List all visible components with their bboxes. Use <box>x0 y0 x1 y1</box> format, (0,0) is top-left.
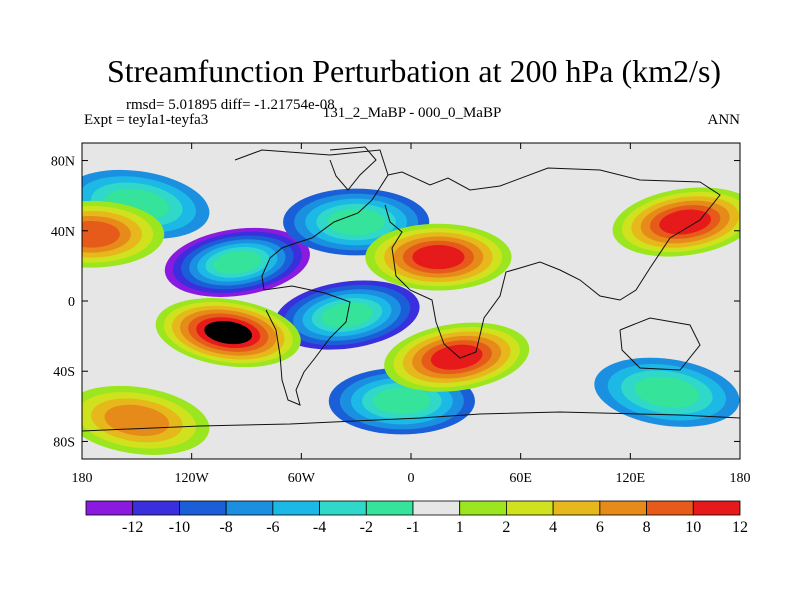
colorbar-label: 2 <box>502 519 510 536</box>
colorbar: -12 -10 -8 -6 -4 -2 -1 1 2 4 6 8 10 12 <box>85 500 748 536</box>
colorbar-label: -2 <box>360 519 373 536</box>
season-label: ANN <box>708 112 741 128</box>
colorbar-label: -12 <box>122 519 143 536</box>
pressure-center <box>164 227 310 297</box>
x-tick-label: 60W <box>288 471 316 486</box>
x-tick-label: 0 <box>408 471 415 486</box>
contour-level-fill <box>213 250 262 274</box>
coastline-greenland <box>329 146 377 191</box>
colorbar-label: 12 <box>732 519 748 536</box>
contour-level-fill <box>659 209 712 235</box>
colorbar-swatch <box>552 500 601 516</box>
contour-level-fill <box>430 344 483 370</box>
coastline-south-america <box>263 285 351 406</box>
colorbar-swatch <box>272 500 320 516</box>
y-tick-label: 40N <box>51 225 75 240</box>
colorbar-label: 4 <box>549 519 557 536</box>
coastline-north-america <box>234 149 389 291</box>
coastline-australia <box>619 317 701 371</box>
colorbar-swatch <box>179 500 227 516</box>
colorbar-swatch <box>225 500 274 516</box>
colorbar-label: 1 <box>456 519 464 536</box>
x-tick-label: 120W <box>175 471 210 486</box>
stats-line: rmsd= 5.01895 diff= -1.21754e-08 <box>126 97 335 113</box>
y-tick-label: 0 <box>68 295 75 310</box>
colorbar-swatch <box>85 500 134 516</box>
colorbar-label: -8 <box>219 519 232 536</box>
pressure-center <box>82 385 210 455</box>
pressure-center <box>594 357 740 427</box>
pressure-center <box>155 298 301 368</box>
colorbar-swatch <box>646 500 694 516</box>
contour-level-fill <box>82 221 120 248</box>
pressure-center <box>365 223 512 291</box>
x-tick-label: 120E <box>616 471 646 486</box>
pressure-center <box>384 322 530 392</box>
colorbar-label: 6 <box>596 519 604 536</box>
coastline-eurasia-africa <box>384 167 721 359</box>
colorbar-swatch <box>459 500 507 516</box>
colorbar-swatch <box>692 500 741 516</box>
colorbar-label: -1 <box>406 519 419 536</box>
contour-level-fill <box>327 208 385 236</box>
coastline-antarctica <box>82 411 740 432</box>
contour-level-fill <box>634 376 700 408</box>
contour-fill-layer <box>82 169 740 455</box>
contour-level-fill <box>204 321 253 345</box>
contour-level-fill <box>373 387 431 415</box>
colorbar-label: -6 <box>266 519 279 536</box>
colorbar-swatch <box>319 500 367 516</box>
center-label: 131_2_MaBP - 000_0_MaBP <box>323 105 502 121</box>
x-tick-label: 180 <box>72 471 93 486</box>
colorbar-swatch <box>365 500 414 516</box>
pressure-center <box>274 280 420 350</box>
colorbar-swatch <box>412 500 461 516</box>
colorbar-label: -10 <box>169 519 190 536</box>
coastlines <box>82 146 740 432</box>
y-tick-label: 40S <box>53 365 75 380</box>
pressure-center <box>82 200 165 268</box>
chart-title: Streamfunction Perturbation at 200 hPa (… <box>107 53 721 89</box>
colorbar-swatch <box>132 500 180 516</box>
colorbar-swatch <box>599 500 647 516</box>
x-tick-label: 60E <box>509 471 532 486</box>
y-tick-label: 80S <box>53 435 75 450</box>
x-tick-label: 180 <box>730 471 751 486</box>
colorbar-label: 8 <box>643 519 651 536</box>
colorbar-swatch <box>506 500 554 516</box>
y-tick-label: 80N <box>51 155 75 170</box>
colorbar-label: 10 <box>685 519 701 536</box>
axis-ticks: 180 120W 60W 0 60E 120E 180 80N 40N 0 40S 80S <box>51 143 751 486</box>
contour-level-fill <box>412 245 465 270</box>
experiment-label: Expt = teyIa1-teyfa3 <box>84 112 208 128</box>
colorbar-label: -4 <box>313 519 326 536</box>
